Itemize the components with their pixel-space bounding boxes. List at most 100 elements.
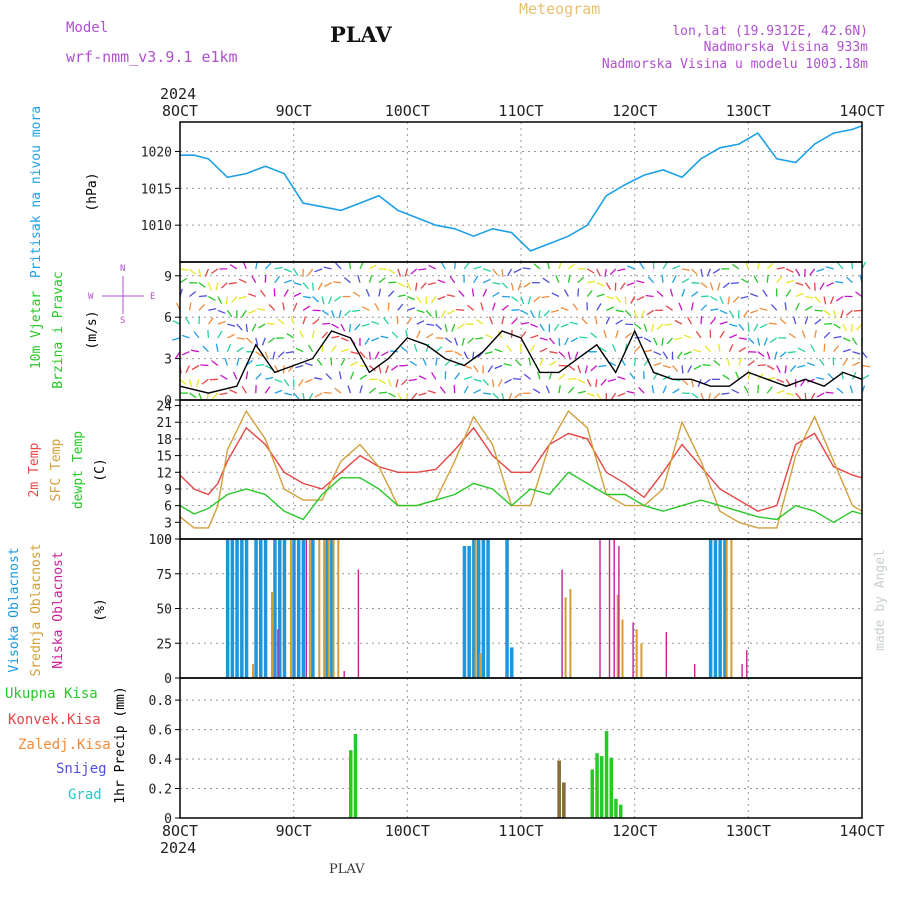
cloud-high-bar [311, 539, 315, 678]
wind-arrow [422, 357, 427, 366]
wind-arrow [713, 392, 721, 399]
wind-arrow [416, 309, 425, 314]
wind-arrow [538, 310, 541, 319]
precip-legend-item: Snijeg [56, 761, 107, 777]
wind-arrow [617, 268, 626, 272]
wind-arrow [323, 391, 332, 394]
wind-arrow [823, 309, 831, 316]
x-tick-label-bottom: 9OCT [276, 822, 312, 840]
wind-arrow [776, 266, 785, 270]
wind-arrow [411, 392, 418, 400]
wind-arrow [207, 329, 210, 338]
wind-arrow [598, 364, 607, 368]
y-tick-label: 3 [164, 516, 172, 531]
wind-arrow [172, 320, 181, 325]
wind-arrow [784, 302, 787, 311]
wind-arrow [774, 351, 778, 360]
wind-arrow [636, 295, 645, 301]
model-elevation-text: Nadmorska Visina u modelu 1003.18m [601, 57, 868, 72]
wind-arrow [786, 279, 795, 284]
cloud-high-bar [505, 539, 509, 678]
y-tick-label: 0 [164, 672, 172, 687]
wind-arrow [241, 385, 247, 394]
wind-arrow [511, 317, 518, 325]
wind-arrow [837, 262, 844, 270]
wind-arrow [595, 379, 598, 388]
cloud-mid-bar [332, 539, 335, 678]
wind-arrow [776, 276, 783, 284]
wind-arrow [328, 296, 333, 305]
wind-arrow [804, 316, 809, 325]
wind-arrow [861, 351, 868, 359]
wind-arrow [630, 296, 636, 304]
wind-arrow [766, 386, 773, 394]
y-tick-label: 0.6 [149, 724, 172, 739]
wind-arrow [314, 377, 323, 380]
wind-arrow [850, 324, 854, 333]
wind-arrow [738, 347, 747, 353]
wind-arrow [832, 310, 837, 319]
cloud-high-bar [244, 539, 249, 678]
wind-arrow [539, 357, 544, 366]
precip-total-bar [614, 798, 618, 818]
wind-arrow [851, 337, 858, 346]
wind-arrow [359, 351, 366, 359]
wind-arrow [814, 318, 822, 325]
wind-arrow [179, 277, 188, 284]
wind-arrow [371, 320, 380, 325]
y-tick-label: 25 [156, 637, 172, 652]
wind-arrow [435, 346, 443, 353]
wind-arrow [671, 275, 677, 283]
precip-total-bar [600, 756, 604, 818]
wind-arrow [653, 351, 662, 356]
cloud-high-label: Visoka Oblacnost [7, 547, 22, 672]
wind-arrow [425, 343, 430, 352]
wind-arrow [722, 282, 730, 289]
wind-arrow [418, 268, 427, 271]
wind-arrow [766, 274, 769, 283]
wind-arrow [615, 309, 624, 313]
cloud-mid-bar [252, 664, 254, 678]
wind-arrow [600, 378, 607, 386]
wind-arrow [190, 349, 200, 353]
wind-arrow [624, 332, 632, 339]
wind-arrow [719, 296, 724, 305]
wind-arrow [191, 364, 200, 371]
cloud-low-bar [741, 664, 743, 678]
wind-arrow [801, 330, 806, 339]
wind-arrow [435, 310, 438, 319]
wind-arrow [629, 372, 636, 380]
wind-arrow [542, 277, 550, 284]
wind-arrow [776, 378, 785, 383]
wind-arrow [437, 295, 446, 301]
wind-arrow [823, 331, 831, 339]
wind-arrow [814, 296, 821, 303]
wind-arrow [674, 319, 683, 325]
wind-arrow [646, 309, 654, 316]
wind-arrow [532, 388, 541, 394]
y-tick-label: 0.4 [149, 753, 173, 768]
wind-arrow [383, 317, 389, 325]
wind-arrow [570, 337, 579, 343]
wind-arrow [717, 282, 721, 291]
wind-arrow [619, 282, 626, 290]
wind-arrow [577, 378, 586, 384]
wind-arrow [776, 389, 785, 394]
wind-arrow [695, 331, 702, 339]
wind-arrow [293, 392, 300, 400]
wind-arrow [672, 365, 679, 373]
wind-arrow [579, 336, 588, 339]
wind-arrow [809, 268, 816, 276]
wind-arrow [769, 337, 778, 343]
wind-arrow [636, 280, 645, 284]
wind-arrow [369, 387, 377, 394]
wind-arrow [397, 268, 402, 277]
wind-arrow [255, 364, 264, 367]
cloud-mid-bar [569, 589, 572, 678]
wind-arrow [506, 344, 513, 353]
wind-arrow [456, 308, 465, 311]
y-tick-label: 0.2 [149, 783, 172, 798]
wind-arrow [272, 351, 276, 360]
wind-arrow [416, 320, 425, 325]
wind-arrow [672, 388, 680, 394]
